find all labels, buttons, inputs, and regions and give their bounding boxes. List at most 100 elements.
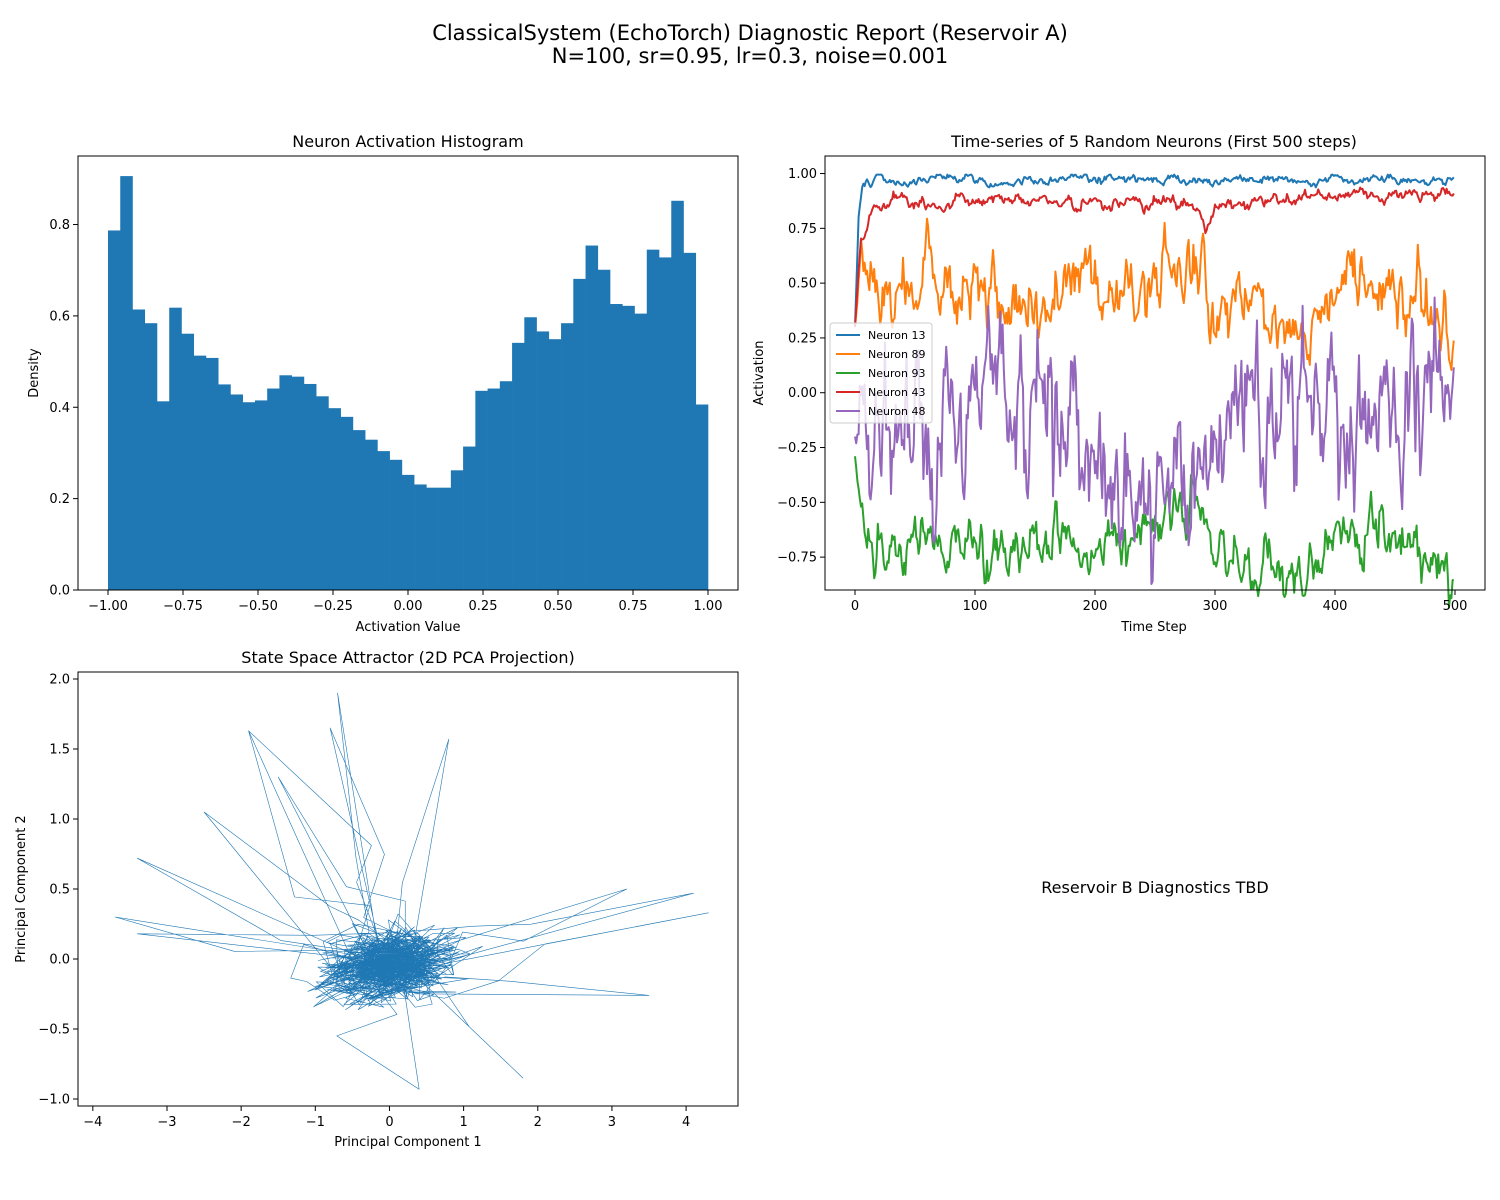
series-line-neuron-89	[854, 217, 1455, 371]
pca-trajectory-line	[114, 692, 709, 1090]
timeseries-lines	[854, 173, 1455, 609]
histogram-xtick-label: −0.50	[238, 599, 278, 614]
timeseries-xtick-label: 0	[851, 599, 859, 614]
histogram-bar	[634, 313, 648, 590]
histogram-bar	[218, 384, 231, 590]
timeseries-ytick-label: 0.50	[788, 277, 817, 292]
histogram-xtick-label: 1.00	[694, 599, 723, 614]
histogram-bar	[316, 396, 329, 590]
histogram-panel: Neuron Activation Histogram −1.00 −0.75 −0…	[27, 132, 739, 635]
pca-xtick-label: 4	[682, 1115, 690, 1130]
histogram-xtick-label: 0.75	[619, 599, 648, 614]
histogram-bar	[352, 430, 366, 590]
pca-xtick-label: 3	[608, 1115, 616, 1130]
timeseries-frame	[824, 155, 1486, 591]
histogram-ytick-label: 0.6	[49, 309, 70, 324]
histogram-ytick-label: 0.2	[49, 492, 70, 507]
histogram-bar	[144, 323, 158, 590]
histogram-xtick-label: 0.00	[394, 599, 423, 614]
pca-trajectory	[114, 692, 709, 1090]
legend-entry: Neuron 89	[868, 348, 925, 361]
histogram-bars	[108, 176, 709, 591]
pca-xtick-label: −4	[83, 1115, 102, 1130]
pca-xtick-label: 1	[459, 1115, 467, 1130]
histogram-ytick-label: 0.8	[49, 218, 70, 233]
legend-entry: Neuron 43	[868, 386, 925, 399]
pca-ylabel: Principal Component 2	[14, 815, 29, 962]
pca-ytick-label: 0.5	[49, 883, 70, 898]
pca-ytick-label: 2.0	[49, 673, 70, 688]
histogram-bar	[120, 176, 133, 590]
histogram-bar	[487, 388, 501, 590]
histogram-xtick-label: −1.00	[88, 599, 128, 614]
timeseries-ytick-label: 1.00	[788, 167, 817, 182]
histogram-bar	[610, 304, 623, 590]
histogram-xlabel: Activation Value	[356, 620, 461, 635]
timeseries-ytick-label: 0.00	[788, 386, 817, 401]
histogram-xtick-label: 0.25	[469, 599, 498, 614]
timeseries-title: Time-series of 5 Random Neurons (First 5…	[950, 132, 1357, 151]
timeseries-panel: Time-series of 5 Random Neurons (First 5…	[752, 132, 1486, 635]
pca-ytick-label: −0.5	[38, 1023, 70, 1038]
histogram-bar	[548, 339, 562, 590]
histogram-bar	[536, 331, 550, 590]
histogram-xtick-label: 0.50	[544, 599, 573, 614]
timeseries-ylabel: Activation	[752, 340, 767, 405]
histogram-bar	[683, 252, 697, 590]
histogram-bar	[450, 470, 464, 590]
pca-xtick-label: 0	[385, 1115, 393, 1130]
histogram-ylabel: Density	[27, 348, 42, 398]
histogram-bar	[622, 305, 635, 590]
histogram-bar	[205, 357, 219, 590]
histogram-bar	[291, 376, 305, 590]
histogram-axes: −1.00 −0.75 −0.50 −0.25 0.00 0.25 0.50 0.75 1.00…	[49, 155, 739, 614]
histogram-xtick-label: −0.75	[163, 599, 203, 614]
pca-ytick-label: −1.0	[38, 1093, 70, 1108]
histogram-bar	[230, 394, 243, 590]
pca-ytick-label: 1.5	[49, 743, 70, 758]
histogram-bar	[475, 390, 488, 590]
histogram-bar	[389, 459, 403, 590]
pca-ytick-label: 0.0	[49, 953, 70, 968]
histogram-bar	[254, 400, 268, 590]
histogram-bar	[340, 416, 354, 590]
histogram-xtick-label: −0.25	[313, 599, 353, 614]
pca-xtick-label: −3	[157, 1115, 176, 1130]
timeseries-xtick-label: 100	[963, 599, 988, 614]
legend-box	[829, 322, 933, 424]
figure-title-line2: N=100, sr=0.95, lr=0.3, noise=0.001	[552, 44, 948, 68]
histogram-bar	[524, 317, 537, 590]
histogram-bar	[646, 249, 660, 590]
histogram-bar	[169, 307, 182, 590]
series-line-neuron-13	[854, 173, 1455, 328]
histogram-bar	[181, 333, 195, 590]
timeseries-xtick-label: 400	[1323, 599, 1348, 614]
histogram-bar	[573, 278, 586, 590]
histogram-bar	[242, 402, 256, 590]
series-line-neuron-48	[854, 296, 1455, 586]
pca-title: State Space Attractor (2D PCA Projection…	[241, 648, 574, 667]
figure-title-line1: ClassicalSystem (EchoTorch) Diagnostic R…	[432, 21, 1068, 45]
timeseries-ytick-label: 0.25	[788, 331, 817, 346]
histogram-bar	[597, 269, 611, 590]
series-line-neuron-43	[854, 186, 1455, 328]
pca-ytick-label: 1.0	[49, 813, 70, 828]
pca-xtick-label: −1	[306, 1115, 325, 1130]
histogram-bar	[328, 408, 341, 590]
timeseries-ytick-label: −0.50	[777, 496, 817, 511]
histogram-bar	[377, 451, 390, 590]
timeseries-xtick-label: 300	[1203, 599, 1228, 614]
histogram-bar	[463, 446, 476, 590]
histogram-title: Neuron Activation Histogram	[292, 132, 523, 151]
histogram-ytick-label: 0.0	[49, 584, 70, 599]
pca-axes: −4 −3 −2 −1 0 1 2 3 4 −1.0 −0.5 0.0 0.5 1.0 1.5 2.0	[38, 671, 739, 1130]
histogram-bar	[193, 355, 207, 590]
timeseries-axes: 0 100 200 300 400 500 −0.75 −0.50 −0.25 0.00 0.25 0…	[777, 155, 1486, 614]
timeseries-xtick-label: 200	[1083, 599, 1108, 614]
pca-xlabel: Principal Component 1	[334, 1135, 481, 1150]
histogram-bar	[671, 200, 684, 591]
histogram-bar	[267, 388, 280, 590]
histogram-bar	[585, 245, 599, 590]
pca-xtick-label: 2	[534, 1115, 542, 1130]
histogram-bar	[132, 309, 146, 590]
